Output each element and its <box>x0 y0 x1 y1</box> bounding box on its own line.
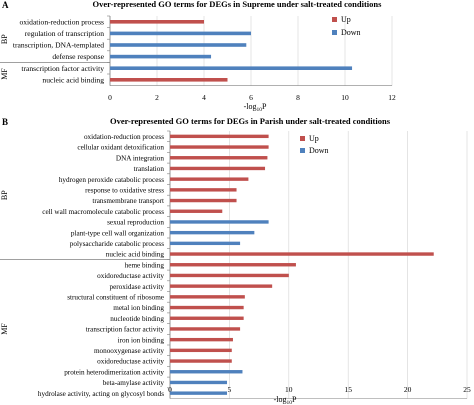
x-tick-label: 25 <box>463 385 471 394</box>
category-label: DNA integration <box>116 154 165 162</box>
category-label: hydrogen peroxide catabolic process <box>59 176 164 184</box>
bar-down <box>170 241 241 246</box>
category-label: defense response <box>52 52 104 61</box>
bar-up <box>170 252 434 256</box>
bar-down <box>170 370 243 374</box>
bar-up <box>170 188 237 192</box>
group-label: BP <box>0 190 9 200</box>
panel-a-legend: Up Down <box>332 15 361 37</box>
x-tick-label: 15 <box>344 385 352 394</box>
bar-up <box>170 284 273 288</box>
bar-up <box>170 337 233 342</box>
group-label: BP <box>0 34 9 44</box>
legend-up-swatch <box>300 136 305 141</box>
category-label: translation <box>134 165 165 173</box>
bar-up <box>170 295 245 299</box>
category-label: sexual reproduction <box>107 219 164 227</box>
category-label: nucleic acid binding <box>42 75 104 84</box>
bar-up <box>170 359 232 363</box>
category-label: monooxygenase activity <box>94 347 164 355</box>
category-label: peroxidase activity <box>110 283 165 291</box>
category-label: oxidation-reduction process <box>19 17 104 26</box>
bar-up <box>170 198 237 203</box>
category-label: polysaccharide catabolic process <box>70 240 164 248</box>
x-tick-label: 4 <box>202 93 206 102</box>
panel-a-title: Over-represented GO terms for DEGs in Su… <box>93 0 383 9</box>
panel-a: A Over-represented GO terms for DEGs in … <box>0 0 396 113</box>
x-tick-label: 2 <box>155 93 159 102</box>
group-label: MF <box>0 68 9 80</box>
category-label: transcription factor activity <box>21 64 104 73</box>
bar-up <box>110 78 228 82</box>
bar-down <box>110 43 247 47</box>
category-label: beta-amylase activity <box>103 379 165 387</box>
category-label: heme binding <box>125 261 165 269</box>
bar-down <box>170 230 255 235</box>
group-label: MF <box>0 323 9 335</box>
legend-down-swatch <box>300 148 305 153</box>
category-label: plant-type cell wall organization <box>71 229 164 237</box>
legend-up-label: Up <box>309 134 319 143</box>
x-tick-label: 10 <box>285 385 293 394</box>
bar-up <box>170 263 296 267</box>
bar-up <box>170 316 244 320</box>
category-label: cellular oxidant detoxification <box>77 144 164 152</box>
x-tick-label: 20 <box>404 385 412 394</box>
panel-b: B Over-represented GO terms for DEGs in … <box>0 116 471 405</box>
bar-down <box>110 31 251 36</box>
category-label: transcription, DNA-templated <box>13 41 104 50</box>
category-label: transmembrane transport <box>92 197 164 205</box>
panel-a-plot: 0 2 4 6 8 10 12 oxidation-reduction process regu… <box>0 15 396 102</box>
category-label: oxidation-reduction process <box>84 133 164 141</box>
category-label: structural constituent of ribosome <box>67 293 164 301</box>
category-label: regulation of transcription <box>25 29 104 38</box>
legend-up-swatch <box>332 17 337 22</box>
x-tick-label: 10 <box>341 93 349 102</box>
bar-up <box>170 327 241 331</box>
panel-b-legend: Up Down <box>300 134 329 155</box>
bar-down <box>110 54 212 59</box>
category-label: cell wall macromolecule catabolic proces… <box>42 208 164 216</box>
x-tick-label: 0 <box>108 93 112 102</box>
bar-up <box>170 166 266 171</box>
panel-b-title: Over-represented GO terms for DEGs in Pa… <box>110 116 391 126</box>
legend-down-label: Down <box>341 28 361 37</box>
bar-up <box>170 145 269 149</box>
panel-a-letter: A <box>2 0 9 10</box>
category-label: hydrolase activity, acting on glycosyl b… <box>38 390 164 398</box>
panel-a-xlabel: -log10P <box>244 102 267 113</box>
category-label: iron ion binding <box>118 336 165 344</box>
bar-down <box>170 220 269 224</box>
category-label: nucleic acid binding <box>106 251 165 259</box>
x-tick-label: 5 <box>228 385 232 394</box>
bar-up <box>170 209 223 213</box>
legend-down-swatch <box>332 30 337 35</box>
x-tick-label: 12 <box>388 93 396 102</box>
bar-up <box>170 348 232 353</box>
category-label: protein heterodimerization activity <box>64 368 164 376</box>
category-label: nucleotide binding <box>110 315 164 323</box>
bar-up <box>170 273 289 278</box>
panel-b-plot: 0510152025oxidation-reduction processcel… <box>0 130 471 399</box>
bar-down <box>170 391 228 395</box>
bar-up <box>170 134 269 139</box>
bar-up <box>170 156 268 160</box>
bar-up <box>110 20 204 24</box>
bar-down <box>110 66 353 70</box>
category-label: oxidoreductase activity <box>97 358 164 366</box>
legend-up-label: Up <box>341 15 351 24</box>
bar-up <box>170 305 244 310</box>
category-label: oxidoreductase activity <box>97 272 164 280</box>
category-label: metal ion binding <box>113 304 164 312</box>
panel-b-letter: B <box>2 117 8 127</box>
category-label: transcription factor activity <box>86 326 165 334</box>
x-tick-label: 6 <box>249 93 253 102</box>
x-tick-label: 8 <box>296 93 300 102</box>
panel-b-xlabel: -log10P <box>274 395 297 405</box>
category-label: response to oxidative stress <box>85 186 164 194</box>
legend-down-label: Down <box>309 146 329 155</box>
bar-up <box>170 177 249 181</box>
bar-down <box>170 380 228 385</box>
